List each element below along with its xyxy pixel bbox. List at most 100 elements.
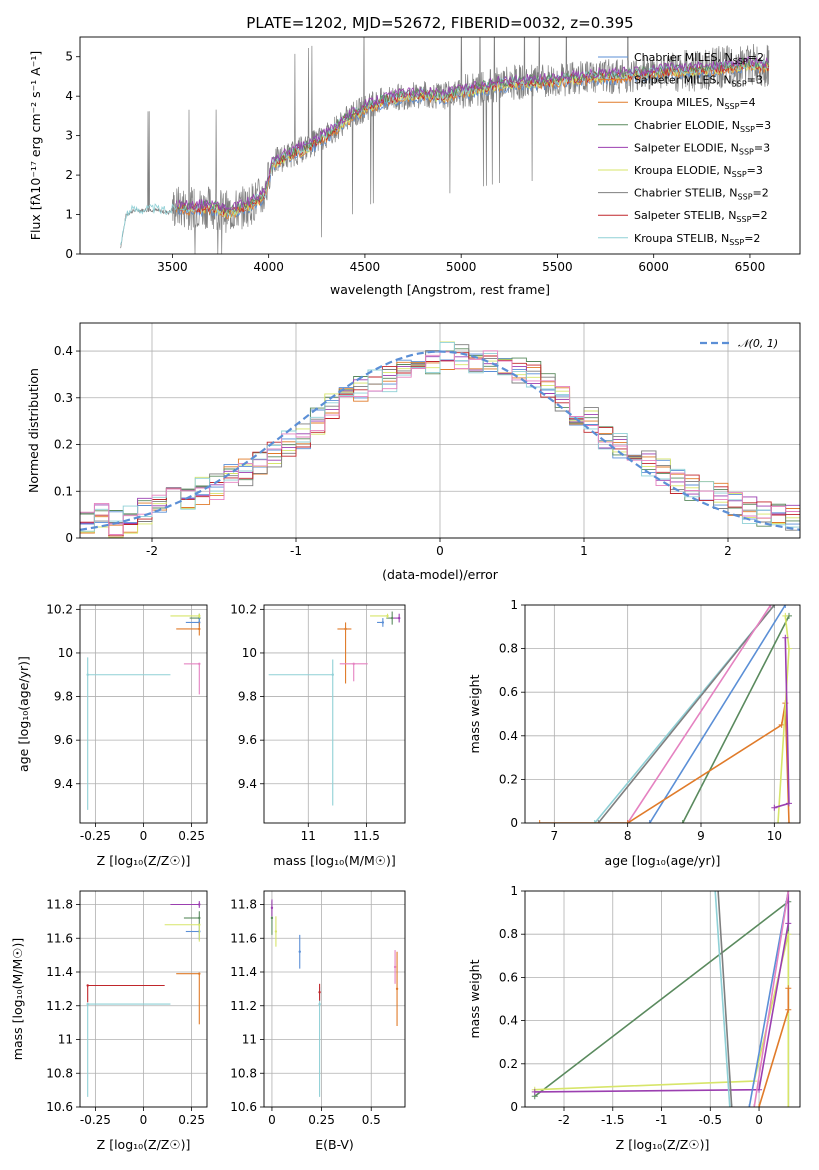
y-tick-label: 9.8 [54,690,73,704]
y-tick-label: 0.4 [499,729,518,743]
series-line-chabrier_elodie [681,615,790,823]
data-point [86,1002,89,1006]
legend-entry: Chabrier MILES, NSSP=2 [634,51,764,66]
y-tick-label: 11.4 [46,965,73,979]
gaussian-curve [79,350,801,531]
series-marker [782,605,789,608]
legend-label: Salpeter STELIB, N [634,209,736,222]
legend-n: =3 [754,141,770,154]
series-marker [751,1104,758,1107]
data-point [352,662,355,666]
x-tick-label: 0 [268,1113,276,1127]
x-tick-label: -1 [656,1113,668,1127]
data-point [318,1002,321,1006]
y-tick-label: 10.8 [230,1066,257,1080]
y-tick-label: 0.2 [499,1057,518,1071]
legend-label: Kroupa ELODIE, N [634,164,732,177]
data-point [198,916,201,920]
series-line-chabrier_stelib [597,605,775,823]
series-line-chabrier_miles [748,891,790,1107]
y-tick-label: 10 [58,646,73,660]
legend-entry: Kroupa MILES, NSSP=4 [634,96,756,111]
x-tick-label: -0.25 [80,1113,111,1127]
x-axis-label: Z [log₁₀(Z/Z☉)] [97,1137,191,1152]
legend-n: =3 [755,119,771,132]
y-axis-label: age [log₁₀(age/yr)] [16,656,31,772]
y-tick-label: 10.2 [46,602,73,616]
y-tick-label: 3 [65,129,73,143]
legend-entry: Salpeter MILES, NSSP=3 [634,74,763,89]
legend-entry: Kroupa STELIB, NSSP=2 [634,232,760,247]
y-tick-label: 9.6 [238,733,257,747]
series-marker [536,820,543,823]
data-point [318,991,321,994]
y-tick-label: 11.8 [46,898,73,912]
data-point [395,987,399,991]
data-point [390,616,394,620]
y-tick-label: 0.8 [499,927,518,941]
y-tick-label: 0 [65,531,73,545]
y-tick-label: 11 [242,1033,257,1047]
chart-mass_weight_vs_age: 7 8 9 10 0 0.2 0.4 0.6 0.8 1 age [log₁₀(age/yr)] ma… [467,598,801,868]
x-tick-label: 0.25 [308,1113,335,1127]
x-tick-label: 9 [697,829,705,843]
y-tick-label: 0.2 [499,772,518,786]
legend-sub: SSP [733,57,748,66]
x-axis-label: (data-model)/error [382,567,499,582]
legend-n: =4 [739,96,755,109]
x-tick-label: 0 [140,1113,148,1127]
y-tick-label: 1 [510,884,518,898]
legend-n: =3 [747,74,763,87]
y-axis-label: mass [log₁₀(M/M☉)] [10,938,25,1060]
y-tick-label: 11.6 [230,931,257,945]
legend-label: Chabrier ELODIE, N [634,119,740,132]
x-tick-label: 5500 [542,260,573,274]
legend-n: =2 [751,209,767,222]
x-tick-label: -0.5 [699,1113,722,1127]
plot-frame [263,604,406,824]
series-marker [785,985,792,992]
y-tick-label: 2 [65,168,73,182]
data-point [270,916,274,920]
y-tick-label: 11.8 [230,898,257,912]
series-marker [591,820,598,823]
x-tick-label: 3500 [157,260,188,274]
x-tick-label: 6000 [638,260,669,274]
x-tick-label: 0 [755,1113,763,1127]
series-line-salpeter_miles [539,702,790,823]
series-line-chabrier_stelib [717,891,733,1107]
y-tick-label: 0.8 [499,642,518,656]
legend-sub: SSP [736,215,751,224]
series-marker [646,820,653,823]
y-tick-label: 10 [242,646,257,660]
data-point [298,950,301,953]
legend-label: Chabrier STELIB, N [634,187,738,200]
y-tick-label: 11 [58,1033,73,1047]
legend-sub: SSP [724,102,739,111]
x-tick-label: 4500 [350,260,381,274]
x-axis-label: mass [log₁₀(M/M☉)] [273,853,395,868]
series-marker [786,645,792,652]
series-marker [728,1104,735,1107]
legend-sub: SSP [732,80,747,89]
y-tick-label: 0.2 [54,438,73,452]
data-point [198,662,201,666]
series-marker [785,1104,792,1107]
x-tick-label: 0.5 [362,1113,381,1127]
data-point [198,972,201,975]
series-marker [595,820,602,823]
chart-residuals: -2 -1 0 1 2 0 0.1 0.2 0.3 0.4 𝒩(0, 1) (data-model)/… [26,322,801,582]
x-tick-label: -2 [146,544,158,558]
x-axis-label: E(B-V) [315,1137,354,1152]
legend-sub: SSP [729,238,744,247]
series-marker [712,891,719,894]
data-point [397,616,401,620]
y-tick-label: 1 [510,598,518,612]
series-marker [726,1104,733,1107]
legend-entry: Chabrier STELIB, NSSP=2 [634,187,769,202]
legend-n: =2 [744,232,760,245]
y-axis-label: mass weight [467,674,482,753]
legend-label: Salpeter MILES, N [634,74,732,87]
legend-entry: Salpeter ELODIE, NSSP=3 [634,141,770,156]
